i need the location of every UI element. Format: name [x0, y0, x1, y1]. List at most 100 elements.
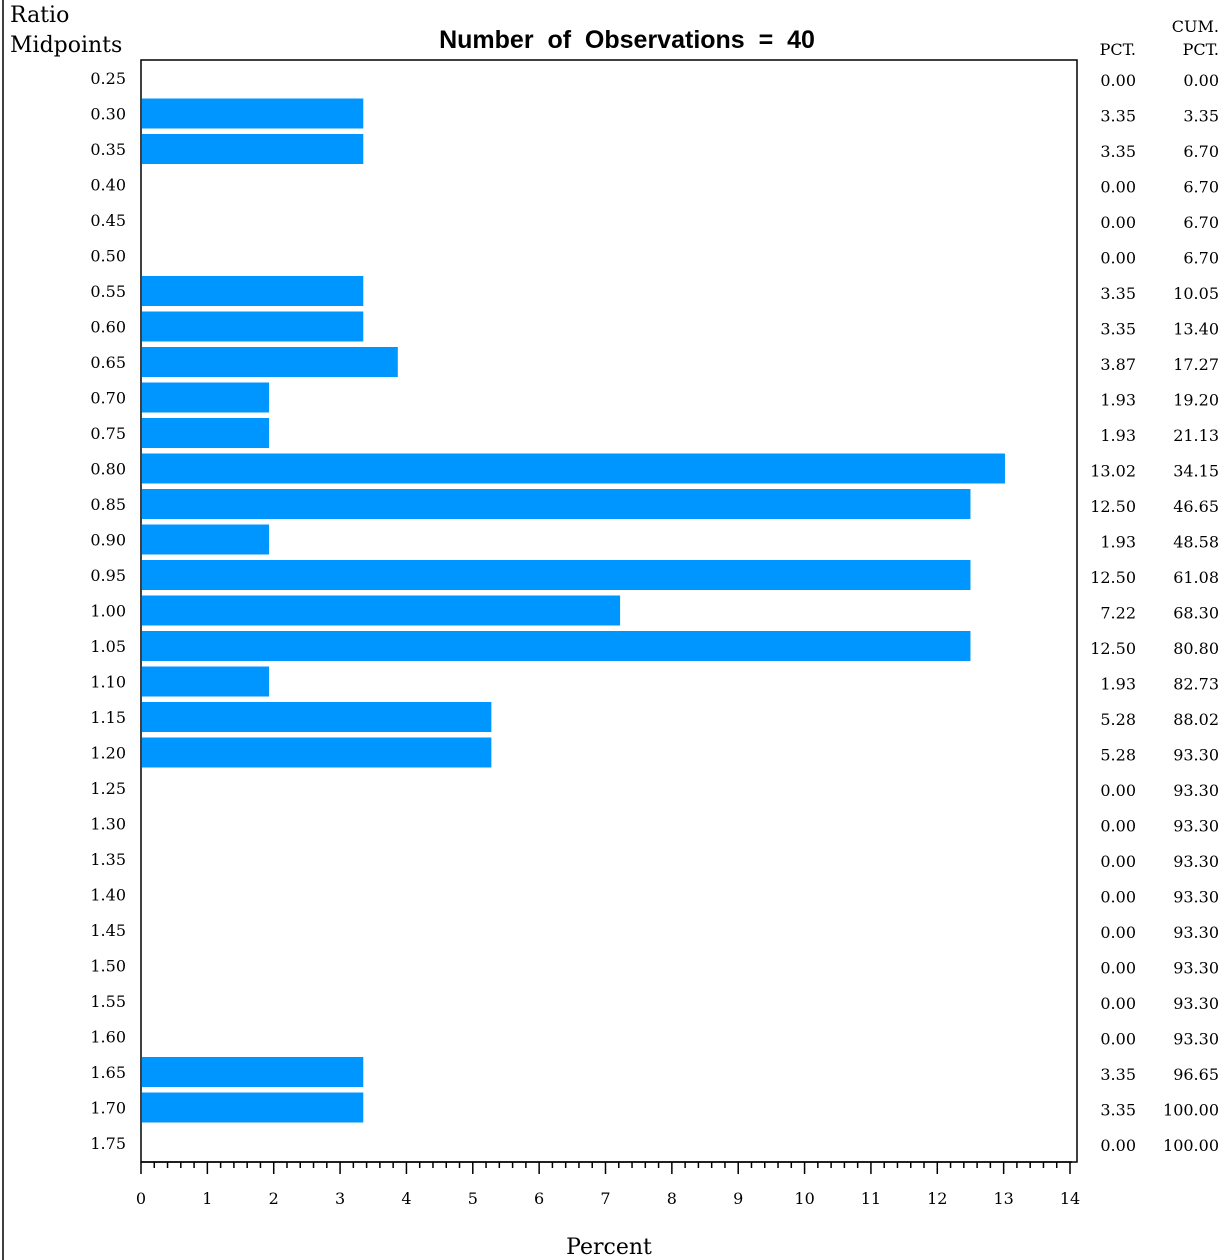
- pct-label-1.15: 5.28: [1100, 710, 1136, 729]
- category-label-0.85: 0.85: [90, 495, 126, 514]
- cum-pct-label-0.35: 6.70: [1183, 142, 1219, 161]
- pct-label-1.30: 0.00: [1100, 817, 1136, 836]
- category-label-1.50: 1.50: [90, 957, 126, 976]
- pct-label-1.70: 3.35: [1100, 1101, 1136, 1120]
- cum-pct-label-0.30: 3.35: [1183, 107, 1219, 126]
- pct-label-0.40: 0.00: [1100, 178, 1136, 197]
- pct-label-0.45: 0.00: [1100, 213, 1136, 232]
- pct-label-0.60: 3.35: [1100, 320, 1136, 339]
- bar-0.65: [142, 347, 398, 377]
- x-tick-label-6: 6: [534, 1189, 544, 1208]
- cum-pct-label-0.45: 6.70: [1183, 213, 1219, 232]
- cum-pct-label-1.55: 93.30: [1173, 994, 1219, 1013]
- category-labels-group: 0.25 0.30 0.35 0.40 0.45 0.50 0.55 0.60 0.65 0.70…: [90, 69, 126, 1153]
- bar-0.90: [142, 525, 269, 555]
- category-label-1.30: 1.30: [90, 815, 126, 834]
- cum-pct-label-0.75: 21.13: [1173, 426, 1219, 445]
- bars-group: [142, 99, 1005, 1123]
- pct-labels-group: 0.00 3.35 3.35 0.00 0.00 0.00 3.35 3.35 3.87 1.93…: [1090, 71, 1136, 1155]
- category-label-0.30: 0.30: [90, 105, 126, 124]
- pct-label-1.75: 0.00: [1100, 1136, 1136, 1155]
- category-label-1.60: 1.60: [90, 1028, 126, 1047]
- x-tick-label-3: 3: [335, 1189, 345, 1208]
- cum-pct-label-1.00: 68.30: [1173, 604, 1219, 623]
- pct-label-1.45: 0.00: [1100, 923, 1136, 942]
- pct-label-1.10: 1.93: [1100, 675, 1136, 694]
- bar-0.95: [142, 560, 970, 590]
- pct-label-1.40: 0.00: [1100, 888, 1136, 907]
- cum-pct-label-0.55: 10.05: [1173, 284, 1219, 303]
- cum-pct-label-0.90: 48.58: [1173, 533, 1219, 552]
- pct-label-0.90: 1.93: [1100, 533, 1136, 552]
- cum-pct-label-1.60: 93.30: [1173, 1030, 1219, 1049]
- pct-label-0.50: 0.00: [1100, 249, 1136, 268]
- category-label-1.35: 1.35: [90, 850, 126, 869]
- cum-pct-label-0.25: 0.00: [1183, 71, 1219, 90]
- category-label-1.55: 1.55: [90, 992, 126, 1011]
- pct-label-1.20: 5.28: [1100, 746, 1136, 765]
- category-label-1.05: 1.05: [90, 637, 126, 656]
- cum-pct-label-1.70: 100.00: [1163, 1101, 1219, 1120]
- cum-pct-label-0.85: 46.65: [1173, 497, 1219, 516]
- cum-pct-label-1.35: 93.30: [1173, 852, 1219, 871]
- cum-pct-label-1.50: 93.30: [1173, 959, 1219, 978]
- pct-label-0.55: 3.35: [1100, 284, 1136, 303]
- cum-pct-label-1.05: 80.80: [1173, 639, 1219, 658]
- bar-0.35: [142, 134, 363, 164]
- category-label-1.20: 1.20: [90, 744, 126, 763]
- bar-0.80: [142, 454, 1005, 484]
- category-label-1.65: 1.65: [90, 1063, 126, 1082]
- bar-1.05: [142, 631, 970, 661]
- category-label-1.10: 1.10: [90, 673, 126, 692]
- chart-title: Number of Observations = 40: [439, 26, 815, 54]
- cum-pct-label-1.25: 93.30: [1173, 781, 1219, 800]
- category-label-1.70: 1.70: [90, 1099, 126, 1118]
- cum-pct-label-1.45: 93.30: [1173, 923, 1219, 942]
- bar-1.15: [142, 702, 491, 732]
- x-axis-label: Percent: [566, 1235, 652, 1260]
- x-tick-label-12: 12: [927, 1189, 947, 1208]
- y-axis-label-line1: Ratio: [10, 3, 69, 28]
- pct-label-0.85: 12.50: [1090, 497, 1136, 516]
- pct-label-0.25: 0.00: [1100, 71, 1136, 90]
- cum-pct-label-1.30: 93.30: [1173, 817, 1219, 836]
- category-label-0.80: 0.80: [90, 460, 126, 479]
- pct-label-0.80: 13.02: [1090, 462, 1136, 481]
- category-label-0.75: 0.75: [90, 424, 126, 443]
- category-label-0.95: 0.95: [90, 566, 126, 585]
- bar-0.60: [142, 312, 363, 342]
- bar-1.10: [142, 667, 269, 697]
- pct-label-1.35: 0.00: [1100, 852, 1136, 871]
- cum-pct-label-1.15: 88.02: [1173, 710, 1219, 729]
- category-label-1.40: 1.40: [90, 886, 126, 905]
- category-label-0.25: 0.25: [90, 69, 126, 88]
- category-label-1.25: 1.25: [90, 779, 126, 798]
- x-tick-label-11: 11: [861, 1189, 881, 1208]
- cum-pct-label-1.75: 100.00: [1163, 1136, 1219, 1155]
- pct-label-0.95: 12.50: [1090, 568, 1136, 587]
- category-label-1.45: 1.45: [90, 921, 126, 940]
- cum-pct-label-1.40: 93.30: [1173, 888, 1219, 907]
- x-tick-label-14: 14: [1060, 1189, 1080, 1208]
- category-label-0.65: 0.65: [90, 353, 126, 372]
- bar-0.70: [142, 383, 269, 413]
- cum-pct-column-header-line2: PCT.: [1183, 40, 1219, 59]
- x-ticks-group: 0 1 2 3 4 5 6 7 8 9 10 11 12 13 14: [136, 1162, 1080, 1208]
- category-label-0.60: 0.60: [90, 318, 126, 337]
- pct-label-0.70: 1.93: [1100, 391, 1136, 410]
- cum-pct-label-0.60: 13.40: [1173, 320, 1219, 339]
- cum-pct-label-0.80: 34.15: [1173, 462, 1219, 481]
- category-label-1.75: 1.75: [90, 1134, 126, 1153]
- x-tick-label-7: 7: [600, 1189, 610, 1208]
- x-tick-label-5: 5: [468, 1189, 478, 1208]
- x-tick-label-8: 8: [667, 1189, 677, 1208]
- pct-label-0.35: 3.35: [1100, 142, 1136, 161]
- x-tick-label-4: 4: [401, 1189, 411, 1208]
- category-label-0.55: 0.55: [90, 282, 126, 301]
- cum-pct-label-0.50: 6.70: [1183, 249, 1219, 268]
- category-label-0.90: 0.90: [90, 531, 126, 550]
- bar-1.65: [142, 1057, 363, 1087]
- bar-0.55: [142, 276, 363, 306]
- pct-label-1.05: 12.50: [1090, 639, 1136, 658]
